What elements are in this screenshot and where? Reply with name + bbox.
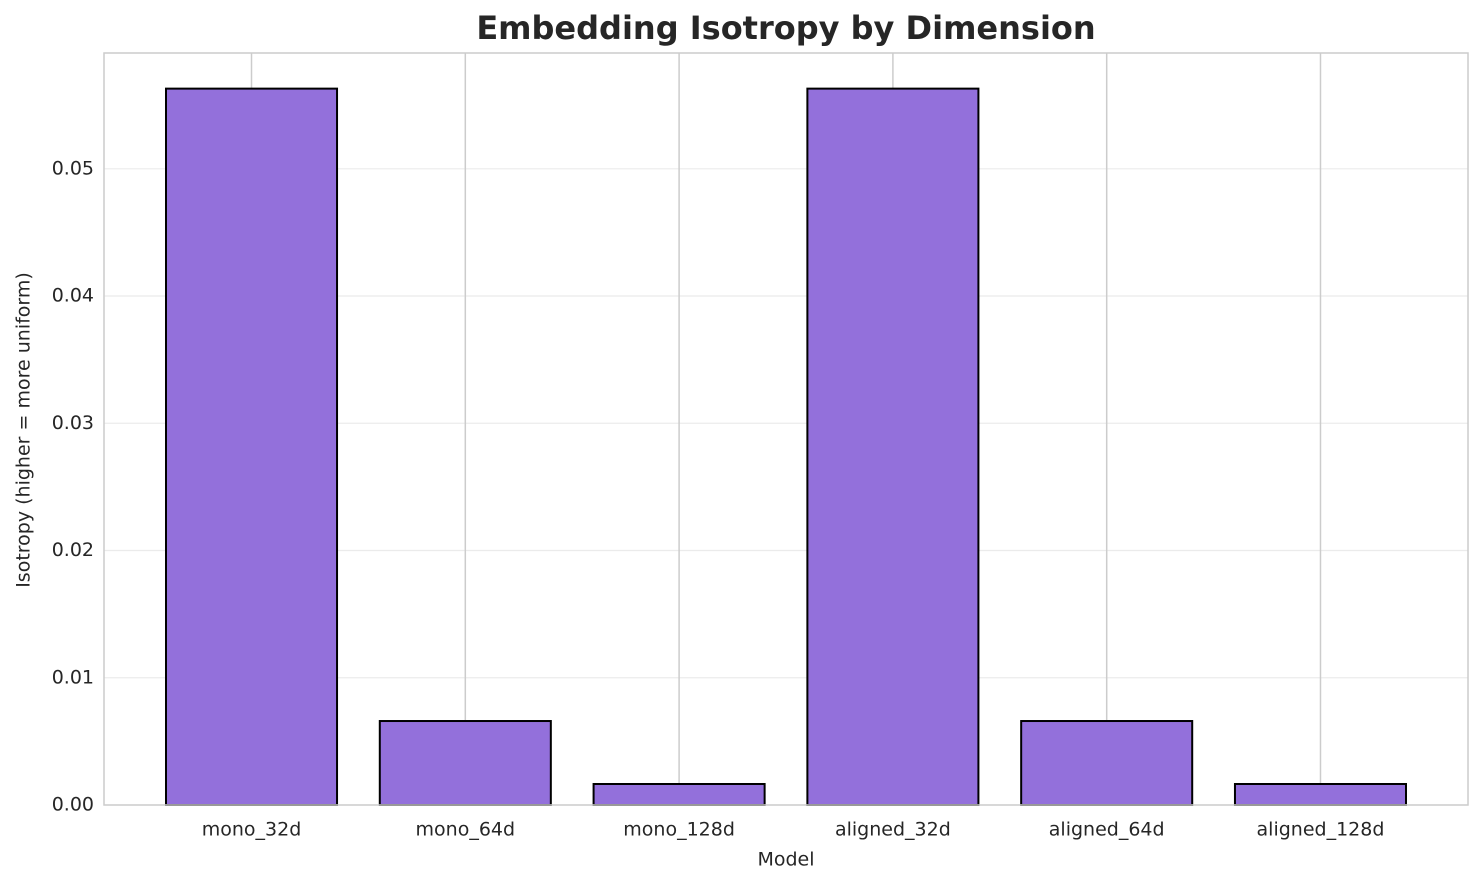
x-tick-label: aligned_64d [1049,819,1165,841]
y-tick-label: 0.03 [52,412,94,434]
y-tick-label: 0.01 [52,666,94,688]
bar [1233,783,1408,806]
chart-title: Embedding Isotropy by Dimension [476,9,1095,47]
y-tick-label: 0.00 [52,794,94,816]
y-axis-label: Isotropy (higher = more uniform) [13,272,35,588]
bar [1020,720,1194,807]
plot-frame [103,52,1469,806]
x-axis-label: Model [757,849,814,871]
x-tick-label: aligned_128d [1257,819,1385,841]
bar [806,87,980,806]
x-tick-label: mono_64d [416,819,516,841]
y-tick-label: 0.02 [52,539,94,561]
y-tick-label: 0.05 [52,157,94,179]
y-tick-label: 0.04 [52,285,94,307]
bar [592,783,766,806]
bar [165,87,339,806]
x-tick-label: mono_32d [202,819,302,841]
bar [378,720,552,807]
x-tick-label: aligned_32d [835,819,951,841]
x-tick-label: mono_128d [623,819,735,841]
